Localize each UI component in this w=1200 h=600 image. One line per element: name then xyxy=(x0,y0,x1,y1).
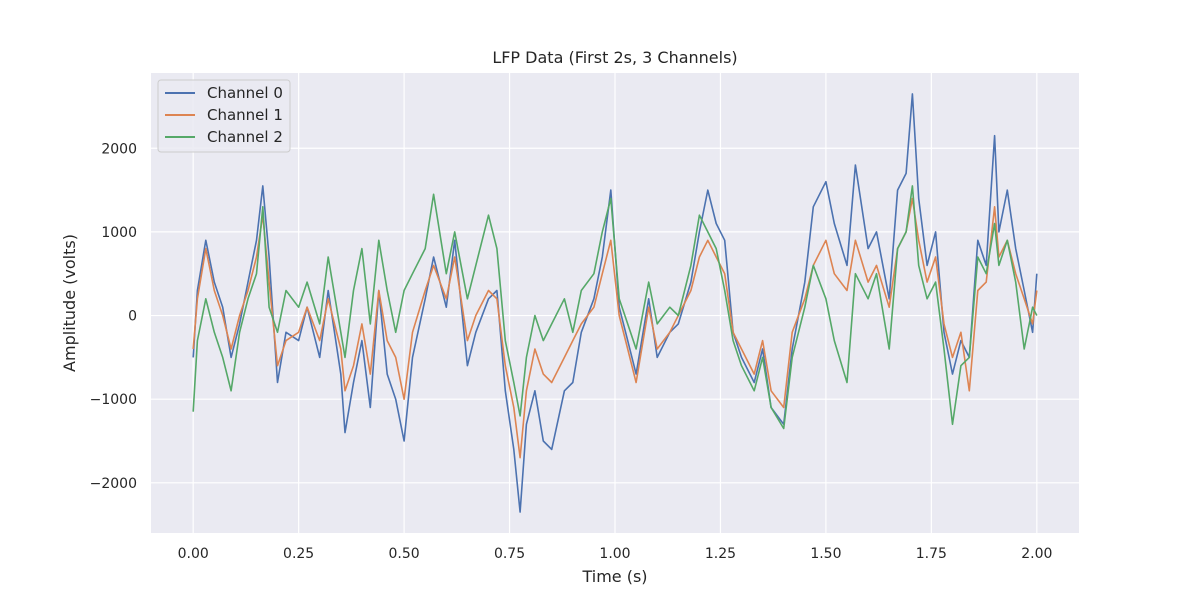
y-tick-label: 0 xyxy=(128,309,137,325)
legend-label: Channel 2 xyxy=(207,128,283,146)
series-line-channel-2 xyxy=(192,185,1038,430)
y-tick-label: 1000 xyxy=(101,225,137,241)
x-tick-label: 0.50 xyxy=(389,546,420,562)
y-tick-label: −1000 xyxy=(90,392,137,408)
x-tick-label: 1.50 xyxy=(810,546,841,562)
y-tick-label: 2000 xyxy=(101,141,137,157)
x-tick-labels: 0.00 0.25 0.50 0.75 1.00 1.25 1.50 1.75 2.00 xyxy=(178,546,1053,562)
x-tick-label: 0.25 xyxy=(283,546,314,562)
x-tick-label: 0.00 xyxy=(178,546,209,562)
x-tick-label: 1.25 xyxy=(705,546,736,562)
y-tick-labels: −2000 −1000 0 1000 2000 xyxy=(90,141,137,492)
legend-label: Channel 0 xyxy=(207,84,283,102)
x-axis-title: Time (s) xyxy=(581,567,647,586)
x-tick-label: 0.75 xyxy=(494,546,525,562)
legend-label: Channel 1 xyxy=(207,106,283,124)
legend-box xyxy=(157,79,291,153)
y-axis-title: Amplitude (volts) xyxy=(60,234,79,372)
x-tick-label: 2.00 xyxy=(1021,546,1052,562)
grid-lines xyxy=(151,73,1079,533)
y-tick-label: −2000 xyxy=(90,476,137,492)
series-layer xyxy=(192,93,1038,513)
x-tick-label: 1.00 xyxy=(599,546,630,562)
chart-title: LFP Data (First 2s, 3 Channels) xyxy=(492,48,737,67)
legend: Channel 0 Channel 1 Channel 2 xyxy=(157,79,291,153)
x-tick-label: 1.75 xyxy=(916,546,947,562)
